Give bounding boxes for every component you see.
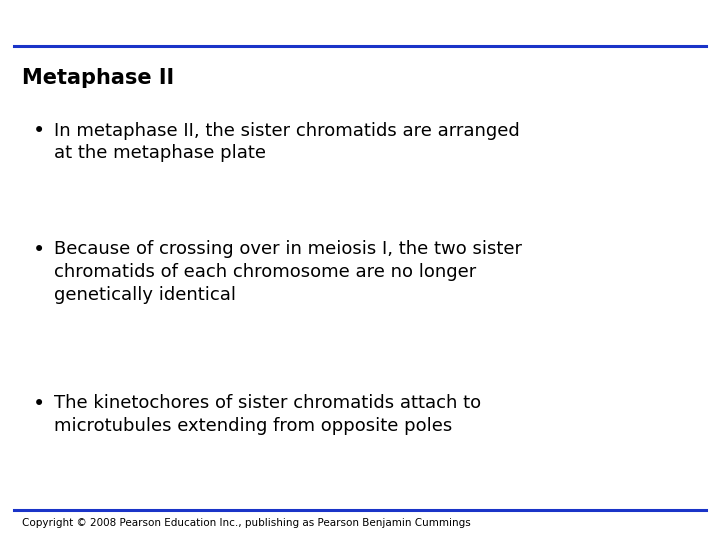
Text: •: • xyxy=(32,394,45,414)
Text: •: • xyxy=(32,122,45,141)
Text: Because of crossing over in meiosis I, the two sister
chromatids of each chromos: Because of crossing over in meiosis I, t… xyxy=(54,240,522,304)
Text: The kinetochores of sister chromatids attach to
microtubules extending from oppo: The kinetochores of sister chromatids at… xyxy=(54,394,481,435)
Text: In metaphase II, the sister chromatids are arranged
at the metaphase plate: In metaphase II, the sister chromatids a… xyxy=(54,122,520,163)
Text: •: • xyxy=(32,240,45,260)
Text: Metaphase II: Metaphase II xyxy=(22,68,174,87)
Text: Copyright © 2008 Pearson Education Inc., publishing as Pearson Benjamin Cummings: Copyright © 2008 Pearson Education Inc.,… xyxy=(22,518,470,528)
